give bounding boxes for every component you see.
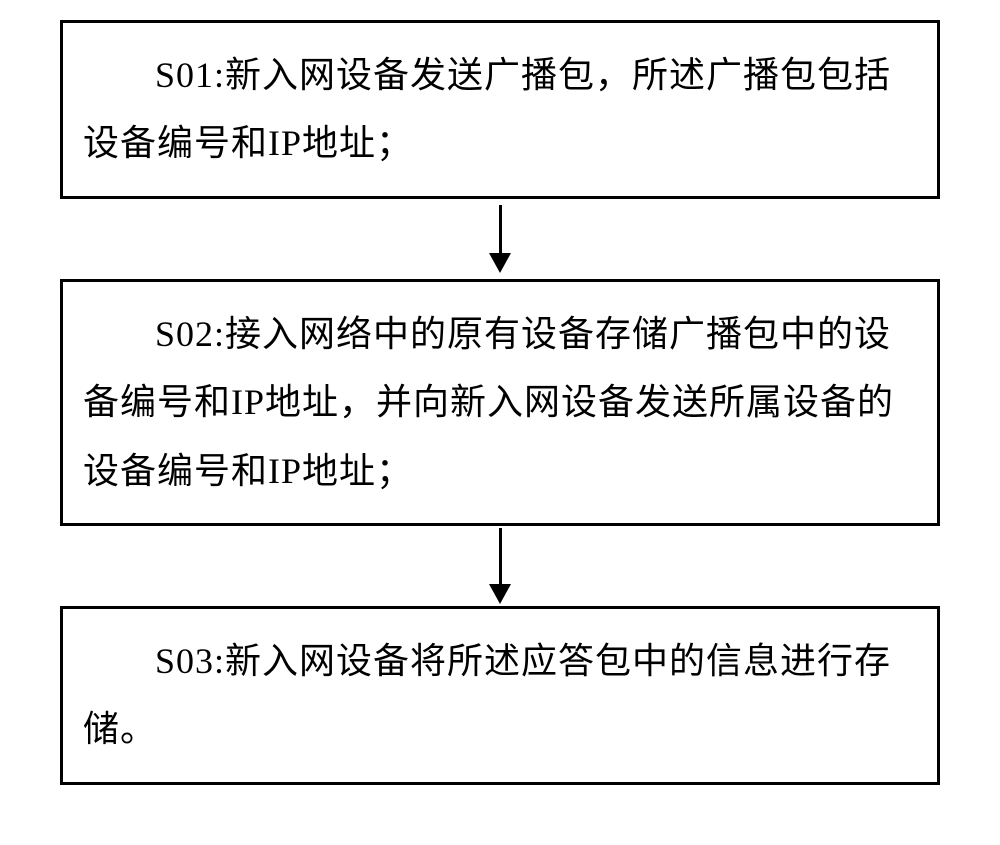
arrow-shaft (499, 528, 502, 584)
arrow-s02-s03 (489, 526, 511, 606)
flow-step-s02: S02:接入网络中的原有设备存储广播包中的设备编号和IP地址，并向新入网设备发送… (60, 279, 940, 526)
flow-step-text: S03:新入网设备将所述应答包中的信息进行存储。 (83, 627, 917, 764)
arrow-head-icon (489, 253, 511, 273)
arrow-s01-s02 (489, 199, 511, 279)
flow-step-text: S01:新入网设备发送广播包，所述广播包包括设备编号和IP地址； (83, 41, 917, 178)
flow-step-text: S02:接入网络中的原有设备存储广播包中的设备编号和IP地址，并向新入网设备发送… (83, 300, 917, 505)
flow-step-s03: S03:新入网设备将所述应答包中的信息进行存储。 (60, 606, 940, 785)
flow-step-s01: S01:新入网设备发送广播包，所述广播包包括设备编号和IP地址； (60, 20, 940, 199)
arrow-head-icon (489, 584, 511, 604)
arrow-shaft (499, 205, 502, 253)
